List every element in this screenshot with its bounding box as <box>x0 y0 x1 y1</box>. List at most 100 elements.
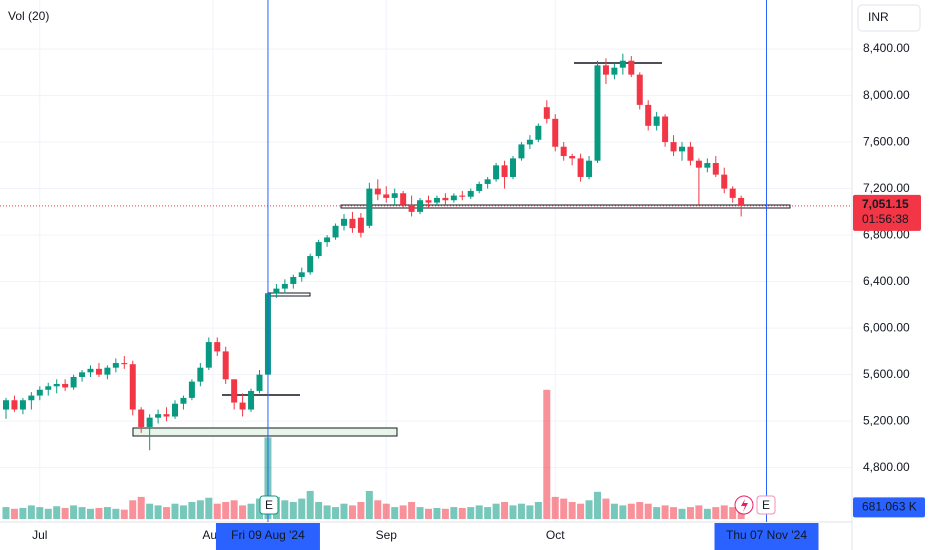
candle-body <box>662 116 669 143</box>
last-volume-label: 681.063 K <box>862 500 917 514</box>
candle-body <box>315 242 322 257</box>
volume-bar <box>306 490 314 519</box>
candle-body <box>172 403 178 417</box>
candle-body <box>95 368 102 375</box>
volume-bar <box>36 507 44 519</box>
candle-body <box>628 60 635 75</box>
volume-bar <box>391 507 399 519</box>
volume-bar <box>610 503 618 519</box>
volume-bar <box>205 497 213 519</box>
candle-body <box>205 342 212 368</box>
volume-bar <box>585 500 593 519</box>
volume-bar <box>357 502 365 519</box>
event-marker[interactable] <box>756 495 776 515</box>
candle-body <box>239 402 246 410</box>
volume-bar <box>382 503 390 519</box>
candle-body <box>146 417 153 427</box>
candle-body <box>670 142 677 152</box>
candle-body <box>197 367 204 382</box>
candle-body <box>366 188 373 226</box>
volume-bar <box>560 498 568 519</box>
candle-body <box>341 218 347 226</box>
candle-body <box>112 363 119 368</box>
volume-bar <box>501 502 509 519</box>
volume-bar <box>230 500 238 519</box>
volume-bar <box>129 500 137 519</box>
candle-body <box>687 146 694 161</box>
candle-body <box>374 188 381 195</box>
volume-bar <box>95 507 103 519</box>
candle-body <box>121 363 128 365</box>
currency-box[interactable] <box>857 4 921 32</box>
candle-body <box>45 386 52 390</box>
candle-body <box>712 163 719 175</box>
last-price-box <box>853 194 921 231</box>
volume-bar <box>425 508 432 519</box>
volume-bar <box>492 503 500 519</box>
volume-bar <box>44 508 52 519</box>
volume-bar <box>712 507 720 519</box>
volume-bar <box>441 508 449 519</box>
volume-bar <box>196 500 204 519</box>
volume-bar <box>247 503 255 519</box>
volume-bar <box>678 508 686 519</box>
candle-body <box>442 197 449 201</box>
zone-drawing <box>340 204 791 209</box>
volume-bar <box>484 507 492 519</box>
candle-body <box>53 383 60 387</box>
volume-bar <box>636 502 644 519</box>
candle-body <box>70 376 77 388</box>
volume-bar <box>61 507 69 519</box>
candle-body <box>248 390 255 410</box>
candle-body <box>3 400 9 410</box>
y-tick-label: 8,000.00 <box>863 88 910 102</box>
volume-bar <box>179 505 187 519</box>
volume-bar <box>534 502 542 519</box>
volume-bar <box>661 505 669 519</box>
candle-body <box>543 107 550 119</box>
volume-bar <box>399 505 407 519</box>
event-marker[interactable] <box>259 495 279 515</box>
candle-body <box>231 379 238 403</box>
volume-bar <box>509 505 517 519</box>
candle-body <box>62 383 69 388</box>
candle-body <box>155 414 162 418</box>
volume-bar <box>686 507 694 519</box>
candle-body <box>273 288 280 294</box>
volume-bar <box>408 502 416 519</box>
countdown: 01:56:38 <box>862 212 909 226</box>
volume-bar <box>458 507 466 519</box>
volume-bar <box>365 490 373 519</box>
candle-body <box>433 197 440 203</box>
candle-body <box>19 400 26 410</box>
candle-body <box>619 60 626 68</box>
candle-body <box>391 193 398 198</box>
volume-bar <box>619 505 627 519</box>
volume-bar <box>416 507 424 519</box>
volume-bar <box>670 507 678 519</box>
marks <box>2 53 745 519</box>
volume-bar <box>517 503 525 519</box>
crosshair-label: Thu 07 Nov '24 <box>726 528 807 542</box>
y-tick-label: 8,400.00 <box>863 41 910 55</box>
volume-bar <box>120 509 128 519</box>
candle-body <box>11 400 18 410</box>
candle-body <box>653 116 660 126</box>
zone-drawing <box>267 292 311 297</box>
volume-bar <box>475 505 483 519</box>
volume-bar <box>450 507 458 519</box>
candle-body <box>214 342 221 352</box>
volume-bar <box>467 507 475 519</box>
split-icon <box>741 499 748 512</box>
candle-body <box>704 163 711 168</box>
candle-body <box>307 256 314 273</box>
volume-bar <box>298 498 306 519</box>
candle-body <box>518 144 525 159</box>
candle-body <box>28 395 35 401</box>
volume-bar <box>348 505 356 519</box>
candle-body <box>425 200 432 203</box>
x-tick-label: Sep <box>376 528 398 542</box>
y-tick-label: 7,600.00 <box>863 134 910 148</box>
last-volume-box <box>853 497 925 518</box>
